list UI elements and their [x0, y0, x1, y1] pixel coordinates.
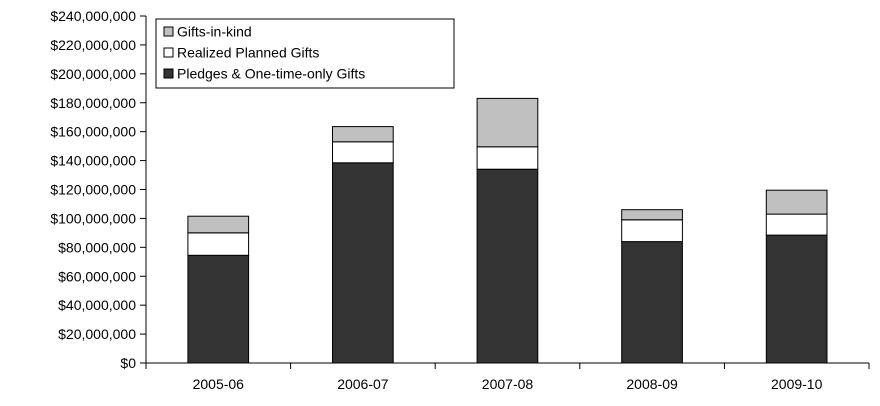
y-tick-label: $200,000,000 [50, 66, 136, 82]
y-tick-label: $220,000,000 [50, 37, 136, 53]
bar-segment-2-2009-10 [765, 213, 828, 236]
bar-segment-1-2008-09 [621, 241, 683, 364]
legend-swatch [163, 47, 174, 58]
bar-segment-3-2008-09 [621, 209, 683, 221]
y-tick-label: $20,000,000 [58, 326, 136, 342]
y-tick-label: $40,000,000 [58, 297, 136, 313]
bar-segment-2-2007-08 [476, 146, 539, 170]
bar-segment-3-2005-06 [187, 215, 250, 234]
legend-swatch [163, 26, 174, 37]
y-tick-label: $140,000,000 [50, 153, 136, 169]
x-tick-label-2007-08: 2007-08 [482, 376, 534, 392]
axes-layer: $0 $20,000,000 $40,000,000 $60,000,000 $80,0… [50, 8, 870, 392]
x-tick-label-2006-07: 2006-07 [337, 376, 389, 392]
y-tick-label: $160,000,000 [50, 124, 136, 140]
y-tick-label: $240,000,000 [50, 8, 136, 24]
bars-layer [187, 97, 828, 364]
legend-label: Gifts-in-kind [177, 24, 252, 40]
legend-box [155, 18, 455, 89]
bar-segment-3-2006-07 [332, 126, 394, 143]
bar-segment-1-2006-07 [332, 162, 394, 364]
x-tick-label-2008-09: 2008-09 [626, 376, 678, 392]
x-tick-label-2009-10: 2009-10 [771, 376, 823, 392]
legend: Gifts-in-kind Realized Planned Gifts Pledg… [155, 18, 455, 89]
x-tick-label-2005-06: 2005-06 [193, 376, 245, 392]
y-tick-label: $100,000,000 [50, 210, 136, 226]
bar-segment-2-2006-07 [332, 141, 394, 164]
y-tick-label: $180,000,000 [50, 95, 136, 111]
bar-segment-1-2005-06 [187, 254, 250, 364]
legend-label: Pledges & One-time-only Gifts [177, 66, 365, 82]
bar-segment-2-2005-06 [187, 232, 250, 256]
bar-segment-1-2007-08 [476, 168, 539, 364]
legend-label: Realized Planned Gifts [177, 45, 319, 61]
bar-segment-3-2007-08 [476, 97, 539, 148]
y-tick-label: $80,000,000 [58, 239, 136, 255]
bar-segment-2-2008-09 [621, 219, 683, 243]
bar-segment-3-2009-10 [765, 189, 828, 215]
y-tick-label: $60,000,000 [58, 268, 136, 284]
y-tick-label: $120,000,000 [50, 182, 136, 198]
legend-swatch [163, 68, 174, 79]
y-tick-label: $0 [120, 355, 136, 371]
bar-segment-1-2009-10 [765, 234, 828, 364]
